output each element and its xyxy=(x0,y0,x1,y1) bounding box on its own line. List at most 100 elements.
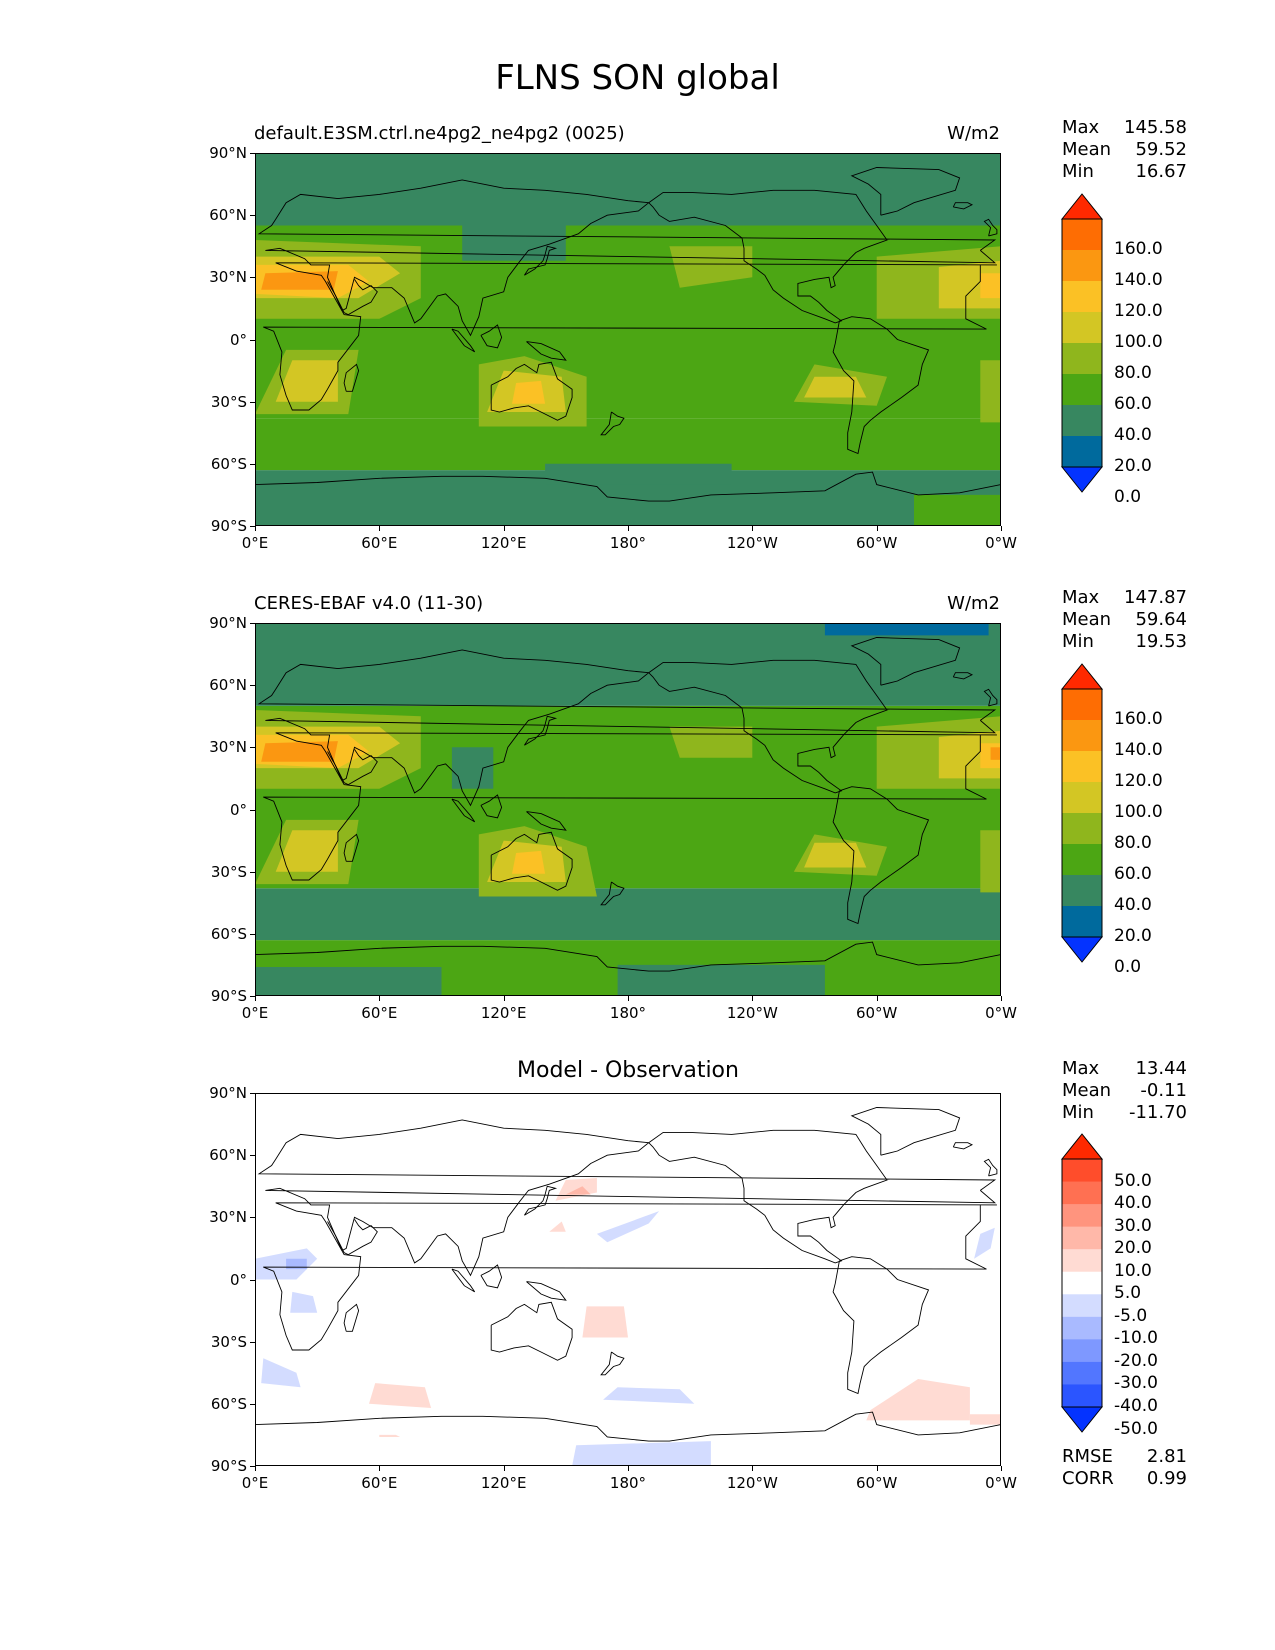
lon-tick-mark xyxy=(876,996,878,1001)
contour-region xyxy=(596,1211,660,1243)
coastline xyxy=(850,637,961,686)
coastline xyxy=(255,941,1001,972)
stat-value: 59.64 xyxy=(1135,609,1187,630)
panel-1-stats: Max 145.58 Mean 59.52 Min 16.67 xyxy=(1062,117,1187,183)
contour-region xyxy=(669,726,753,758)
colorbar-frame xyxy=(1061,1158,1103,1408)
panel-3-title: Model - Observation xyxy=(517,1058,739,1083)
contour-region xyxy=(379,1434,401,1437)
coastlines xyxy=(255,637,1001,972)
lat-tick-label: 60°S xyxy=(210,924,247,943)
lon-tick-mark xyxy=(876,1466,878,1471)
lat-tick-mark xyxy=(250,1403,255,1405)
colorbar-tick-label: 100.0 xyxy=(1114,802,1163,822)
lat-tick-label: 60°S xyxy=(210,1394,247,1413)
coastline xyxy=(832,1256,930,1395)
lon-tick-label: 60°W xyxy=(855,1004,898,1022)
panel-3-error-stats: RMSE 2.81 CORR 0.99 xyxy=(1062,1446,1187,1490)
contour-region xyxy=(980,273,1001,299)
colorbar-tick-label: -50.0 xyxy=(1114,1418,1158,1439)
coastline xyxy=(257,649,997,807)
lat-tick-mark xyxy=(250,1466,255,1467)
contour-region xyxy=(866,1379,970,1421)
colorbar-tick-label: 0.0 xyxy=(1114,487,1142,507)
coastline xyxy=(343,833,360,862)
colorbar-tick-label: 20.0 xyxy=(1114,926,1152,946)
colorbar-tick-label: 100.0 xyxy=(1114,332,1163,352)
coastline xyxy=(490,1301,573,1361)
lon-tick-label: 0°W xyxy=(985,1004,1017,1022)
colorbar-segment xyxy=(1062,1204,1102,1228)
lat-tick-label: 30°S xyxy=(210,392,247,411)
panel-2-colorbar xyxy=(1060,663,1104,963)
colorbar-tick-label: 160.0 xyxy=(1114,239,1163,259)
coastlines xyxy=(255,1107,1001,1442)
panel-1-map xyxy=(255,153,1001,526)
colorbar-tick-label: 80.0 xyxy=(1114,363,1152,383)
lon-tick-label: 120°W xyxy=(726,534,778,552)
lat-tick-label: 90°S xyxy=(210,987,247,1005)
lat-tick-label: 60°N xyxy=(209,676,247,695)
lon-tick-label: 180° xyxy=(609,534,647,552)
contour-region xyxy=(451,747,494,789)
contour-region xyxy=(290,1291,318,1313)
lat-tick-label: 30°S xyxy=(210,862,247,881)
coastline xyxy=(952,1142,974,1150)
contour-region xyxy=(286,1258,307,1270)
lon-tick-mark xyxy=(628,1466,629,1471)
contour-region xyxy=(462,225,566,261)
lat-tick-label: 0° xyxy=(229,330,247,349)
lat-tick-mark xyxy=(250,339,255,341)
coastline xyxy=(263,732,997,881)
stat-value: 0.99 xyxy=(1146,1468,1187,1489)
colorbar-tick-label: 40.0 xyxy=(1114,1193,1152,1214)
contour-region xyxy=(969,1414,1001,1425)
contour-region xyxy=(512,380,546,404)
stat-value: -11.70 xyxy=(1128,1102,1187,1123)
contour-region xyxy=(804,842,867,868)
coastline xyxy=(648,1129,888,1264)
lon-tick-mark xyxy=(503,1466,505,1471)
stat-value: -0.11 xyxy=(1140,1080,1187,1101)
lat-tick-label: 30°N xyxy=(209,738,247,757)
coastline xyxy=(480,794,503,819)
contour-region xyxy=(261,741,338,762)
contour-region xyxy=(545,463,732,485)
colorbar-extend-min xyxy=(1060,936,1104,963)
coastline xyxy=(257,1119,997,1277)
contour-fill xyxy=(255,153,1001,526)
contour-region xyxy=(582,1306,628,1338)
coastline xyxy=(327,749,378,786)
map-frame xyxy=(255,1093,1001,1466)
coastline xyxy=(480,1264,503,1289)
lon-tick-label: 60°E xyxy=(361,1474,398,1492)
contour-region xyxy=(261,271,338,290)
stat-row: Min 16.67 xyxy=(1062,161,1187,183)
colorbar-segment xyxy=(1062,1384,1102,1408)
lat-tick-mark xyxy=(250,401,255,403)
lat-tick-label: 0° xyxy=(229,800,247,819)
colorbar-tick-label: 5.0 xyxy=(1114,1283,1142,1304)
lon-tick-label: 0°E xyxy=(241,534,269,552)
panel-1-units: W/m2 xyxy=(947,123,1000,144)
stat-value: 13.44 xyxy=(1135,1058,1187,1079)
coastline xyxy=(850,167,961,216)
stat-label: RMSE xyxy=(1062,1446,1113,1467)
colorbar-tick-label: 40.0 xyxy=(1114,895,1152,915)
panel-2-map xyxy=(255,623,1001,996)
coastline xyxy=(451,798,476,823)
contour-region xyxy=(255,1093,1001,1466)
lat-tick-mark xyxy=(250,747,255,749)
colorbar-segment xyxy=(1062,281,1102,313)
colorbar-segment xyxy=(1062,1361,1102,1385)
colorbar-extend-min xyxy=(1060,1406,1104,1433)
lat-tick-label: 90°N xyxy=(209,1084,247,1102)
colorbar-tick-label: 60.0 xyxy=(1114,394,1152,414)
lat-tick-mark xyxy=(250,1217,255,1219)
contour-region xyxy=(275,830,338,872)
colorbar-tick-label: 140.0 xyxy=(1114,740,1163,760)
colorbar-extend-max xyxy=(1060,193,1104,220)
coastlines xyxy=(255,167,1001,502)
colorbar-segment xyxy=(1062,1226,1102,1250)
coastline xyxy=(257,179,997,337)
